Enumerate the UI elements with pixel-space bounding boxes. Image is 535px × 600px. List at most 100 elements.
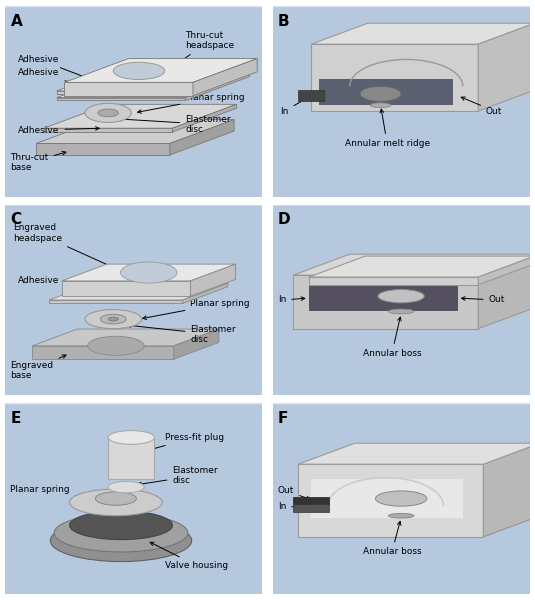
- Bar: [273, 404, 530, 539]
- Bar: [5, 206, 262, 310]
- Bar: [5, 205, 262, 296]
- Bar: [273, 7, 530, 86]
- Bar: [5, 8, 262, 176]
- Bar: [273, 404, 530, 531]
- Bar: [273, 404, 530, 562]
- Bar: [273, 205, 530, 214]
- Bar: [5, 205, 262, 227]
- Bar: [273, 206, 530, 355]
- Bar: [273, 404, 530, 565]
- Bar: [273, 8, 530, 178]
- Bar: [273, 8, 530, 159]
- Bar: [5, 404, 262, 508]
- Bar: [273, 403, 530, 436]
- Bar: [273, 205, 530, 208]
- Ellipse shape: [85, 310, 142, 329]
- Bar: [273, 206, 530, 311]
- Bar: [5, 7, 262, 96]
- Bar: [5, 7, 262, 84]
- Text: Annular boss: Annular boss: [363, 521, 421, 557]
- Ellipse shape: [378, 289, 424, 303]
- Bar: [5, 205, 262, 287]
- Bar: [5, 8, 262, 164]
- Bar: [273, 403, 530, 411]
- Bar: [5, 206, 262, 359]
- Bar: [273, 205, 530, 218]
- Bar: [5, 205, 262, 241]
- Bar: [5, 7, 262, 126]
- Bar: [5, 404, 262, 468]
- Bar: [273, 6, 530, 23]
- Bar: [5, 206, 262, 342]
- Bar: [5, 205, 262, 256]
- Bar: [5, 404, 262, 500]
- Bar: [273, 7, 530, 82]
- Polygon shape: [108, 437, 155, 479]
- Bar: [5, 404, 262, 472]
- Bar: [273, 7, 530, 153]
- Ellipse shape: [85, 103, 131, 122]
- Bar: [5, 7, 262, 86]
- Bar: [5, 404, 262, 460]
- Bar: [5, 7, 262, 128]
- Polygon shape: [190, 264, 235, 296]
- Bar: [5, 6, 262, 29]
- Bar: [273, 206, 530, 363]
- Ellipse shape: [360, 86, 401, 101]
- Bar: [5, 403, 262, 409]
- Bar: [273, 205, 530, 252]
- Bar: [273, 206, 530, 310]
- Bar: [5, 205, 262, 245]
- Bar: [273, 8, 530, 170]
- Bar: [273, 404, 530, 541]
- Bar: [5, 7, 262, 98]
- Bar: [273, 404, 530, 542]
- Bar: [273, 206, 530, 352]
- Ellipse shape: [388, 309, 414, 314]
- Bar: [273, 6, 530, 29]
- Bar: [273, 205, 530, 239]
- Ellipse shape: [388, 514, 414, 518]
- Bar: [273, 404, 530, 476]
- Bar: [5, 404, 262, 483]
- Bar: [273, 206, 530, 340]
- Text: B: B: [278, 14, 289, 29]
- Bar: [273, 7, 530, 75]
- Polygon shape: [32, 329, 219, 346]
- Bar: [273, 8, 530, 164]
- Bar: [5, 206, 262, 323]
- Bar: [273, 205, 530, 289]
- Bar: [5, 405, 262, 571]
- Bar: [273, 404, 530, 489]
- Bar: [273, 8, 530, 176]
- Bar: [5, 403, 262, 407]
- Bar: [273, 405, 530, 575]
- Bar: [273, 205, 530, 283]
- Bar: [5, 8, 262, 172]
- Bar: [5, 6, 262, 25]
- Bar: [5, 404, 262, 562]
- Bar: [273, 205, 530, 227]
- Bar: [5, 8, 262, 178]
- Bar: [5, 404, 262, 476]
- Bar: [273, 403, 530, 443]
- Bar: [5, 404, 262, 493]
- Bar: [5, 404, 262, 495]
- Bar: [273, 7, 530, 147]
- Polygon shape: [57, 91, 185, 94]
- Bar: [5, 205, 262, 243]
- Bar: [273, 205, 530, 247]
- Polygon shape: [293, 275, 478, 329]
- Bar: [273, 7, 530, 145]
- Bar: [273, 205, 530, 264]
- Bar: [273, 7, 530, 134]
- Bar: [273, 404, 530, 497]
- Bar: [273, 404, 530, 451]
- Bar: [273, 405, 530, 571]
- Bar: [5, 403, 262, 441]
- Bar: [273, 405, 530, 567]
- Bar: [5, 205, 262, 300]
- Bar: [273, 206, 530, 369]
- Bar: [5, 6, 262, 16]
- Bar: [273, 6, 530, 8]
